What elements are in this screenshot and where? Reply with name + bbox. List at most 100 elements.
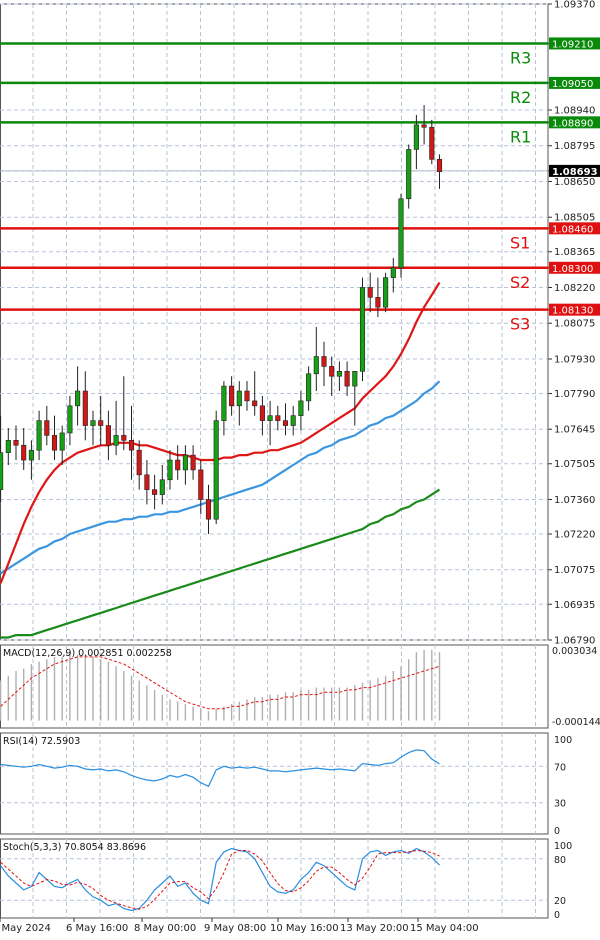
price-tick-label: 1.07790 [554, 389, 595, 400]
candle-body [413, 124, 419, 150]
candle-body [352, 371, 358, 387]
rsi-axis-label: 30 [554, 799, 566, 810]
level-tag-bg-r2 [549, 76, 600, 89]
candle-body [282, 420, 289, 426]
candle-body [175, 459, 181, 471]
candle-body [259, 405, 265, 421]
level-tag-bg-r1 [549, 116, 600, 129]
price-tick-label: 1.07930 [554, 354, 595, 365]
time-tick-label: 13 May 20:00 [340, 923, 409, 934]
candle-body [121, 435, 127, 441]
rsi-line [0, 749, 440, 788]
candle-body [229, 385, 235, 407]
stoch-label: Stoch(5,3,3) 70.8054 83.8696 [3, 842, 146, 853]
candle-body [5, 440, 11, 453]
current-price-tag: 1.08693 [552, 167, 598, 178]
candle-body [21, 444, 27, 461]
level-tag-r3: 1.09210 [552, 39, 593, 50]
price-tick-label: 1.08220 [554, 283, 595, 294]
time-tick-label: 10 May 16:00 [270, 923, 339, 934]
level-tag-s2: 1.08300 [552, 264, 593, 275]
macd-signal-line [0, 656, 440, 710]
candle-body [367, 287, 373, 298]
time-tick-label: 9 May 08:00 [204, 923, 266, 934]
candle-body [398, 198, 404, 269]
candle-body [144, 474, 150, 490]
candle-body [321, 356, 327, 367]
level-tag-bg-s1 [549, 222, 600, 235]
rsi-axis-label: 0 [554, 826, 560, 837]
stoch-k-line [0, 847, 440, 912]
candle-body [344, 371, 350, 387]
level-tag-s1: 1.08460 [552, 224, 593, 235]
rsi-axis-label: 100 [554, 735, 572, 746]
candle-body [336, 371, 342, 377]
candle-body [421, 124, 427, 128]
candle-body [90, 420, 96, 426]
stoch-axis-label: 0 [554, 910, 560, 921]
current-price-tag-bg [549, 164, 600, 177]
candle-body [167, 459, 173, 481]
candle-body [275, 415, 281, 421]
candle-body [244, 390, 250, 402]
candle-body [383, 277, 389, 308]
candle-body [313, 356, 319, 375]
candle-body [306, 373, 312, 402]
ma-blue-line [0, 380, 441, 575]
candle-body [105, 425, 111, 446]
candle-body [198, 469, 204, 500]
candle-body [59, 432, 65, 451]
level-tag-bg-s2 [549, 261, 600, 274]
stoch-axis-label: 20 [554, 896, 566, 907]
level-tag-s3: 1.08130 [552, 306, 593, 317]
candle-body [205, 499, 212, 520]
price-panel: R3 R2 R1 S1 S2 S3 [0, 42, 548, 639]
price-tick-label: 1.06935 [554, 600, 595, 611]
candle-body [290, 415, 296, 426]
panel-frame [0, 3, 549, 641]
level-label-s1: S1 [510, 233, 530, 252]
ma-red-line [0, 282, 441, 584]
price-tick-label: 1.07360 [554, 495, 595, 506]
level-tag-r1: 1.08890 [552, 118, 593, 129]
rsi-panel: RSI(14) 72.5903 [0, 736, 548, 804]
time-tick-label: 6 May 16:00 [66, 923, 128, 934]
rsi-axis-label: 70 [554, 762, 566, 773]
candle-body [51, 435, 58, 451]
level-label-s2: S2 [510, 273, 530, 292]
price-tick-label: 1.07075 [554, 565, 595, 576]
macd-axis-bottom: -0.000144 [552, 717, 600, 728]
candle-body [436, 159, 443, 172]
price-tick-label: 1.08075 [554, 319, 595, 330]
time-tick-label: 3 May 2024 [0, 923, 51, 934]
candle-body [44, 420, 50, 436]
candle-body [429, 126, 435, 160]
candle-body [67, 405, 73, 434]
candle-body [13, 440, 19, 446]
price-tick-label: 1.08650 [554, 177, 595, 188]
level-label-r2: R2 [510, 88, 531, 107]
candle-body [0, 452, 4, 490]
price-tick-label: 1.08940 [554, 106, 595, 117]
level-tag-bg-r3 [549, 37, 600, 50]
level-tag-r2: 1.09050 [552, 79, 593, 90]
macd-label: MACD(12,26,9) 0.002851 0.002258 [3, 648, 172, 659]
time-tick-label: 8 May 00:00 [134, 923, 196, 934]
candle-body [75, 390, 81, 407]
candle-body [128, 440, 135, 451]
candle-body [152, 489, 158, 495]
macd-axis-top: 0.003034 [552, 646, 597, 657]
candle-body [359, 287, 366, 372]
price-tick-label: 1.08795 [554, 141, 595, 152]
candle-body [113, 435, 119, 446]
panel-frame [0, 838, 549, 919]
rsi-label: RSI(14) 72.5903 [3, 736, 80, 747]
candle-body [36, 420, 42, 451]
candle-body [390, 267, 396, 278]
price-tick-label: 1.07505 [554, 459, 595, 470]
candle-body [82, 390, 88, 426]
candle-body [252, 400, 258, 407]
candle-body [375, 297, 381, 308]
